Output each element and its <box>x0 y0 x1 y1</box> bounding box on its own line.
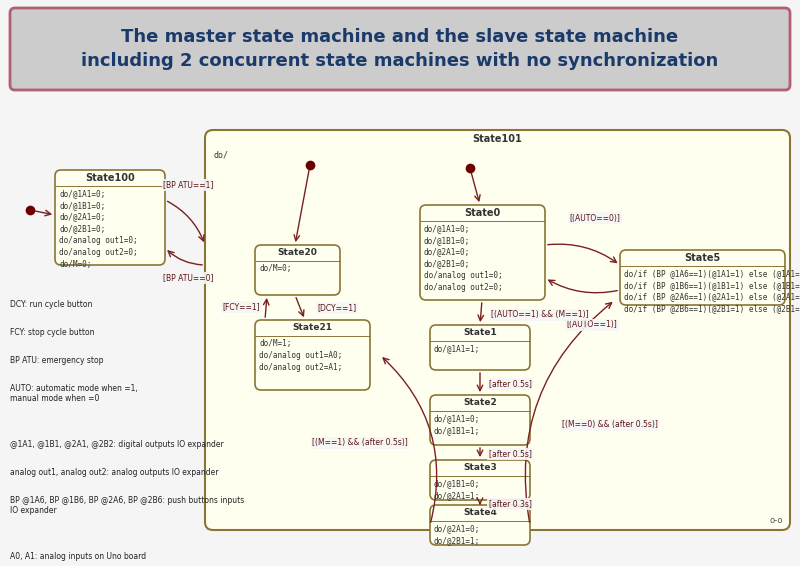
Text: [after 0.5s]: [after 0.5s] <box>489 379 531 388</box>
Text: [BP ATU==1]: [BP ATU==1] <box>163 181 213 190</box>
Text: analog out1, analog out2: analog outputs IO expander: analog out1, analog out2: analog outputs… <box>10 468 218 477</box>
Text: [(AUTO==1)]: [(AUTO==1)] <box>566 320 618 329</box>
Text: The master state machine and the slave state machine: The master state machine and the slave s… <box>122 28 678 46</box>
Text: o-o: o-o <box>770 516 783 525</box>
Text: BP ATU: emergency stop: BP ATU: emergency stop <box>10 356 103 365</box>
Text: AUTO: automatic mode when =1,
manual mode when =0: AUTO: automatic mode when =1, manual mod… <box>10 384 138 404</box>
Text: [(AUTO==0)]: [(AUTO==0)] <box>570 213 621 222</box>
FancyBboxPatch shape <box>420 205 545 300</box>
Text: State5: State5 <box>684 253 721 263</box>
FancyBboxPatch shape <box>10 8 790 90</box>
Text: do/M=1;
do/analog out1=A0;
do/analog out2=A1;: do/M=1; do/analog out1=A0; do/analog out… <box>259 339 342 372</box>
Text: [(AUTO==1) && (M==1)]: [(AUTO==1) && (M==1)] <box>491 311 589 319</box>
Text: [FCY==1]: [FCY==1] <box>222 302 260 311</box>
Text: [(M==1) && (after 0.5s)]: [(M==1) && (after 0.5s)] <box>312 439 408 448</box>
FancyBboxPatch shape <box>430 460 530 500</box>
FancyBboxPatch shape <box>620 250 785 305</box>
FancyBboxPatch shape <box>430 505 530 545</box>
Text: [(M==0) && (after 0.5s)]: [(M==0) && (after 0.5s)] <box>562 421 658 430</box>
Text: State101: State101 <box>473 134 522 144</box>
FancyBboxPatch shape <box>255 245 340 295</box>
Text: DCY: run cycle button: DCY: run cycle button <box>10 300 92 309</box>
Text: [after 0.5s]: [after 0.5s] <box>489 449 531 458</box>
Text: FCY: stop cycle button: FCY: stop cycle button <box>10 328 94 337</box>
Text: do/@1B1=0;
do/@2A1=1;: do/@1B1=0; do/@2A1=1; <box>434 479 480 500</box>
Text: State3: State3 <box>463 463 497 472</box>
Text: State0: State0 <box>464 208 501 218</box>
Text: do/M=0;: do/M=0; <box>259 264 291 273</box>
Text: do/: do/ <box>213 150 228 159</box>
Text: BP @1A6, BP @1B6, BP @2A6, BP @2B6: push buttons inputs
IO expander: BP @1A6, BP @1B6, BP @2A6, BP @2B6: push… <box>10 496 244 516</box>
Text: State2: State2 <box>463 398 497 407</box>
Text: do/@1A1=0;
do/@1B1=0;
do/@2A1=0;
do/@2B1=0;
do/analog out1=0;
do/analog out2=0;
: do/@1A1=0; do/@1B1=0; do/@2A1=0; do/@2B1… <box>59 189 138 269</box>
Text: do/@1A1=0;
do/@1B1=0;
do/@2A1=0;
do/@2B1=0;
do/analog out1=0;
do/analog out2=0;: do/@1A1=0; do/@1B1=0; do/@2A1=0; do/@2B1… <box>424 224 502 292</box>
Text: [DCY==1]: [DCY==1] <box>318 303 357 312</box>
FancyBboxPatch shape <box>205 130 790 530</box>
Text: do/if (BP @1A6==1)(@1A1=1) else (@1A1=0);
do/if (BP @1B6==1)(@1B1=1) else (@1B1=: do/if (BP @1A6==1)(@1A1=1) else (@1A1=0)… <box>624 269 800 314</box>
Text: do/@1A1=0;
do/@1B1=1;: do/@1A1=0; do/@1B1=1; <box>434 414 480 435</box>
Text: do/@2A1=0;
do/@2B1=1;: do/@2A1=0; do/@2B1=1; <box>434 524 480 545</box>
Text: State20: State20 <box>278 248 318 257</box>
Text: State4: State4 <box>463 508 497 517</box>
Text: including 2 concurrent state machines with no synchronization: including 2 concurrent state machines wi… <box>82 52 718 70</box>
Text: [BP ATU==0]: [BP ATU==0] <box>162 273 214 282</box>
Text: A0, A1: analog inputs on Uno board: A0, A1: analog inputs on Uno board <box>10 552 146 561</box>
FancyBboxPatch shape <box>55 170 165 265</box>
Text: State100: State100 <box>85 173 135 183</box>
Text: [after 0.3s]: [after 0.3s] <box>489 500 531 508</box>
Text: State1: State1 <box>463 328 497 337</box>
Text: State21: State21 <box>293 323 333 332</box>
FancyBboxPatch shape <box>255 320 370 390</box>
FancyBboxPatch shape <box>430 395 530 445</box>
Text: @1A1, @1B1, @2A1, @2B2: digital outputs IO expander: @1A1, @1B1, @2A1, @2B2: digital outputs … <box>10 440 224 449</box>
FancyBboxPatch shape <box>430 325 530 370</box>
Text: do/@1A1=1;: do/@1A1=1; <box>434 344 480 353</box>
